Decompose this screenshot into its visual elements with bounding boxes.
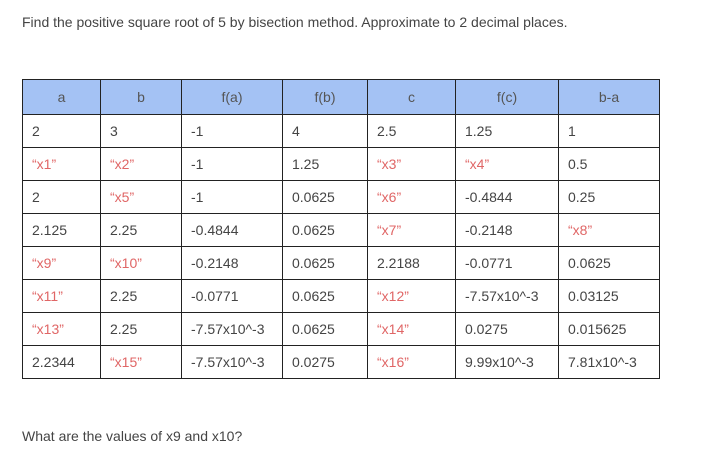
table-cell: -0.2148 — [455, 213, 559, 247]
table-cell: “x6” — [367, 180, 456, 214]
table-cell: -0.0771 — [455, 246, 559, 280]
table-row: 2.2344 “x15” -7.57x10^-3 0.0275 “x16” 9.99x10… — [22, 345, 660, 379]
table-cell: 2.25 — [100, 213, 182, 247]
table-cell: 9.99x10^-3 — [455, 345, 559, 379]
table-cell: -0.2148 — [181, 246, 283, 280]
table-cell: “x16” — [367, 345, 456, 379]
table-cell: “x14” — [367, 312, 456, 346]
table-cell: -1 — [181, 180, 283, 214]
table-cell: 0.0625 — [282, 279, 368, 313]
table-cell: “x4” — [455, 147, 559, 181]
table-cell: “x7” — [367, 213, 456, 247]
table-cell: 0.0625 — [558, 246, 660, 280]
table-cell: 2 — [22, 180, 101, 214]
table-cell: 2 — [22, 114, 101, 148]
table-row: 2 “x5” -1 0.0625 “x6” -0.4844 0.25 — [22, 180, 660, 214]
table-cell: 2.5 — [367, 114, 456, 148]
table-cell: “x9” — [22, 246, 101, 280]
column-header: b — [100, 79, 182, 115]
bisection-table: a b f(a) f(b) c f(c) b-a 2 3 -1 4 2.5 1.25 1 “x1” “x2”… — [22, 79, 660, 379]
table-cell: “x13” — [22, 312, 101, 346]
table-cell: 2.25 — [100, 279, 182, 313]
table-row: “x9” “x10” -0.2148 0.0625 2.2188 -0.0771 0.062… — [22, 246, 660, 280]
table-cell: “x5” — [100, 180, 182, 214]
column-header: f(b) — [282, 79, 368, 115]
table-cell: -1 — [181, 147, 283, 181]
table-cell: “x3” — [367, 147, 456, 181]
table-cell: -0.4844 — [455, 180, 559, 214]
table-cell: 2.125 — [22, 213, 101, 247]
column-header: b-a — [558, 79, 660, 115]
table-cell: “x12” — [367, 279, 456, 313]
followup-question: What are the values of x9 and x10? — [22, 428, 243, 444]
column-header: c — [367, 79, 456, 115]
table-cell: “x1” — [22, 147, 101, 181]
table-cell: 0.0625 — [282, 246, 368, 280]
table-cell: 0.0275 — [455, 312, 559, 346]
table-cell: “x10” — [100, 246, 182, 280]
table-cell: 2.2344 — [22, 345, 101, 379]
table-cell: -7.57x10^-3 — [181, 312, 283, 346]
table-row: “x11” 2.25 -0.0771 0.0625 “x12” -7.57x10^-3 0.… — [22, 279, 660, 313]
table-cell: 0.0275 — [282, 345, 368, 379]
table-cell: 0.25 — [558, 180, 660, 214]
table-cell: 0.0625 — [282, 180, 368, 214]
column-header: a — [22, 79, 101, 115]
table-cell: 2.2188 — [367, 246, 456, 280]
table-row: 2 3 -1 4 2.5 1.25 1 — [22, 114, 660, 148]
table-row: “x1” “x2” -1 1.25 “x3” “x4” 0.5 — [22, 147, 660, 181]
table-cell: 0.03125 — [558, 279, 660, 313]
table-cell: “x15” — [100, 345, 182, 379]
table-cell: -0.0771 — [181, 279, 283, 313]
table-cell: 1 — [558, 114, 660, 148]
table-cell: -7.57x10^-3 — [181, 345, 283, 379]
table-cell: “x2” — [100, 147, 182, 181]
table-cell: -7.57x10^-3 — [455, 279, 559, 313]
table-cell: 0.5 — [558, 147, 660, 181]
table-cell: 4 — [282, 114, 368, 148]
question: Find the positive square root of 5 by bi… — [22, 14, 568, 30]
column-header: f(c) — [455, 79, 559, 115]
table-cell: -0.4844 — [181, 213, 283, 247]
column-header: f(a) — [181, 79, 283, 115]
table-cell: 0.0625 — [282, 312, 368, 346]
table-cell: “x11” — [22, 279, 101, 313]
table-cell: 0.0625 — [282, 213, 368, 247]
table-row: “x13” 2.25 -7.57x10^-3 0.0625 “x14” 0.0275 0.0… — [22, 312, 660, 346]
table-cell: 1.25 — [282, 147, 368, 181]
header-row: a b f(a) f(b) c f(c) b-a — [22, 79, 660, 115]
table-cell: 1.25 — [455, 114, 559, 148]
table-row: 2.125 2.25 -0.4844 0.0625 “x7” -0.2148 “x8” — [22, 213, 660, 247]
table-cell: 3 — [100, 114, 182, 148]
table-cell: 2.25 — [100, 312, 182, 346]
table-cell: 0.015625 — [558, 312, 660, 346]
table-cell: 7.81x10^-3 — [558, 345, 660, 379]
table-cell: -1 — [181, 114, 283, 148]
table-cell: “x8” — [558, 213, 660, 247]
